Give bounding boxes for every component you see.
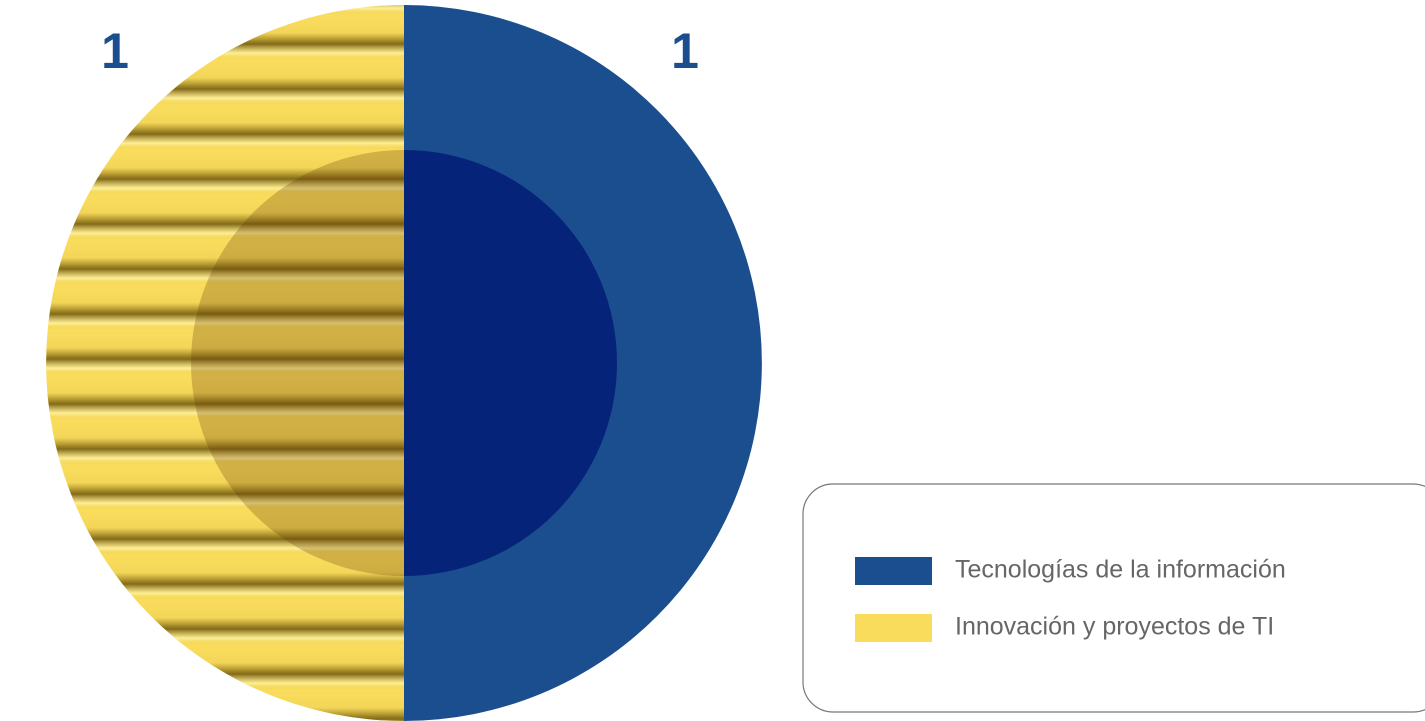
value-label: 1 bbox=[671, 23, 699, 79]
legend-label: Tecnologías de la información bbox=[955, 556, 1286, 584]
legend-swatch bbox=[855, 557, 932, 585]
inner-slice bbox=[191, 150, 404, 576]
legend-label: Innovación y proyectos de TI bbox=[955, 613, 1274, 641]
legend-box bbox=[802, 483, 1425, 713]
slice-texture bbox=[46, 5, 405, 721]
inner-slice bbox=[404, 150, 617, 576]
value-label: 1 bbox=[101, 23, 129, 79]
legend-swatch bbox=[855, 614, 932, 642]
